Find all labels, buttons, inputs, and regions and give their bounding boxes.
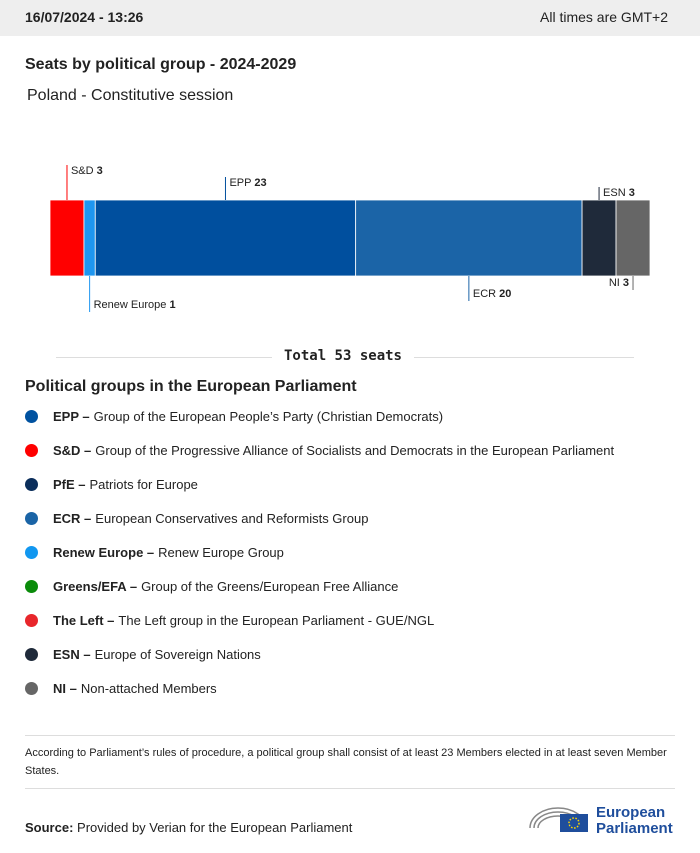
divider: [56, 357, 272, 358]
segment-value: 3: [623, 277, 629, 289]
group-description: Group of the Greens/European Free Allian…: [141, 579, 399, 594]
segment-name: ESN: [603, 187, 626, 199]
segment-label: EPP 23: [229, 177, 266, 189]
logo-line: Parliament: [596, 820, 673, 837]
group-abbr: PfE –: [53, 477, 86, 492]
segment-value: 20: [499, 288, 511, 300]
segment-label: ESN 3: [603, 187, 635, 199]
divider: [414, 357, 634, 358]
legend-item: S&D – Group of the Progressive Alliance o…: [25, 443, 614, 458]
segment-label: S&D 3: [71, 165, 103, 177]
segment-value: 1: [169, 299, 175, 311]
source: Source: Provided by Verian for the Europ…: [25, 820, 352, 835]
timezone: All times are GMT+2: [540, 9, 668, 25]
chart-title: Seats by political group - 2024-2029: [25, 56, 297, 73]
group-abbr: ECR –: [53, 511, 92, 526]
segment-name: S&D: [71, 165, 94, 177]
logo-line: European: [596, 804, 666, 821]
bar-segment: [615, 199, 651, 277]
group-description: The Left group in the European Parliamen…: [118, 613, 435, 628]
bar-segment: [355, 199, 583, 277]
group-description: Europe of Sovereign Nations: [94, 647, 261, 662]
total-label: Total 53 seats: [283, 348, 402, 364]
legend-dot: [25, 682, 38, 695]
legend-dot: [25, 648, 38, 661]
group-abbr: Renew Europe –: [53, 545, 155, 560]
group-description: Group of the Progressive Alliance of Soc…: [95, 443, 615, 458]
segment-value: 3: [97, 165, 103, 177]
group-abbr: ESN –: [53, 647, 91, 662]
legend-item: Renew Europe – Renew Europe Group: [25, 545, 284, 560]
bar-segment: [94, 199, 357, 277]
legend-dot: [25, 512, 38, 525]
group-description: Patriots for Europe: [89, 477, 198, 492]
note: According to Parliament’s rules of proce…: [25, 747, 667, 777]
segment-label: Renew Europe 1: [94, 299, 176, 311]
segment-value: 23: [254, 177, 266, 189]
legend-dot: [25, 580, 38, 593]
group-abbr: EPP –: [53, 409, 90, 424]
header-bar: 16/07/2024 - 13:26 All times are GMT+2: [0, 0, 700, 36]
legend-dot: [25, 444, 38, 457]
legend-dot: [25, 546, 38, 559]
legend-item: Greens/EFA – Group of the Greens/European…: [25, 579, 398, 594]
group-description: Group of the European People’s Party (Ch…: [93, 409, 444, 424]
legend-dot: [25, 410, 38, 423]
logo-icon: [529, 807, 588, 832]
segment-name: NI: [609, 277, 620, 289]
legend-item: EPP – Group of the European People’s Part…: [25, 409, 443, 424]
legend-item: PfE – Patriots for Europe: [25, 477, 198, 492]
source-text: Provided by Verian for the European Parl…: [77, 820, 353, 835]
segment-name: EPP: [229, 177, 251, 189]
bar-segment: [581, 199, 617, 277]
chart-subtitle: Poland - Constitutive session: [27, 87, 234, 104]
group-description: Non-attached Members: [80, 681, 217, 696]
bar-segment: [49, 199, 85, 277]
group-description: European Conservatives and Reformists Gr…: [95, 511, 369, 526]
legend-item: The Left – The Left group in the European…: [25, 613, 434, 628]
legend-dot: [25, 478, 38, 491]
timestamp: 16/07/2024 - 13:26: [25, 9, 144, 25]
legend-item: ECR – European Conservatives and Reformis…: [25, 511, 368, 526]
logo-text: European Parliament: [596, 805, 673, 837]
legend-item: NI – Non-attached Members: [25, 681, 217, 696]
source-label: Source:: [25, 820, 74, 835]
legend-dot: [25, 614, 38, 627]
group-abbr: The Left –: [53, 613, 115, 628]
segment-name: Renew Europe: [94, 299, 167, 311]
group-abbr: Greens/EFA –: [53, 579, 138, 594]
segment-label: NI 3: [609, 277, 629, 289]
group-description: Renew Europe Group: [158, 545, 284, 560]
bar-segment: [83, 199, 96, 277]
segment-value: 3: [629, 187, 635, 199]
segment-label: ECR 20: [473, 288, 512, 300]
legend-item: ESN – Europe of Sovereign Nations: [25, 647, 261, 662]
groups-title: Political groups in the European Parliam…: [25, 378, 357, 395]
group-abbr: NI –: [53, 681, 77, 696]
group-abbr: S&D –: [53, 443, 92, 458]
divider: [25, 788, 675, 789]
segment-name: ECR: [473, 288, 496, 300]
divider: [25, 735, 675, 736]
